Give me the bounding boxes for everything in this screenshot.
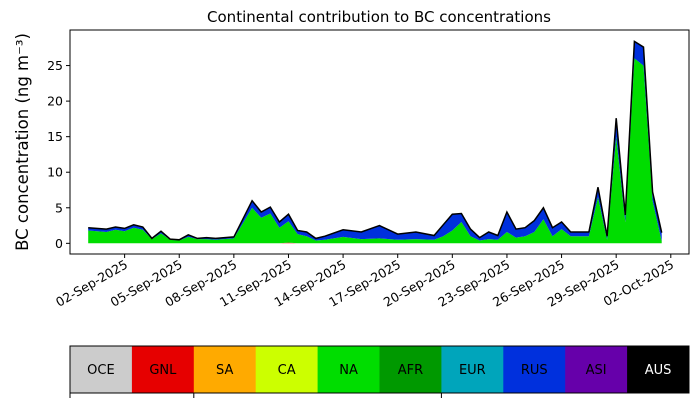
y-tick-label: 25 [47,58,63,73]
legend-label-ca: CA [278,363,296,378]
legend-swatch-rus [503,346,566,393]
y-tick-label: 15 [47,129,63,144]
legend-swatch-aus [627,346,690,393]
legend-swatch-eur [441,346,504,393]
legend-label-sa: SA [216,363,233,378]
legend-label-oce: OCE [87,363,115,378]
legend-swatch-afr [379,346,442,393]
legend-swatch-oce [70,346,133,393]
y-tick-label: 10 [47,165,63,180]
y-axis-label: BC concentration (ng m⁻³) [13,33,32,251]
total-line [88,40,663,241]
legend-swatch-gnl [131,346,195,393]
legend-swatch-asi [565,346,628,393]
plot-frame [69,29,690,255]
y-tick-label: 20 [47,94,63,109]
y-tick-label: 0 [55,236,63,251]
x-axis: 02-Sep-202505-Sep-202508-Sep-202511-Sep-… [53,254,676,310]
chart-title: Continental contribution to BC concentra… [207,8,551,26]
legend-swatch-na [317,346,380,393]
legend-frame [69,345,690,394]
legend-label-gnl: GNL [149,363,177,378]
y-tick-label: 5 [55,200,63,215]
plot-area [69,29,690,255]
y-axis: 0 5 10 15 20 25 [47,58,70,251]
legend-label-afr: AFR [398,363,423,378]
legend-label-eur: EUR [459,363,486,378]
legend-label-rus: RUS [521,363,548,378]
area-na [88,58,662,244]
legend-label-aus: AUS [645,363,672,378]
legend-label-asi: ASI [586,363,607,378]
area-rus [88,41,662,242]
legend-swatch-ca [255,346,319,393]
legend-swatch-sa [193,346,257,393]
legend: OCE GNL SA CA NA AFR EUR RUS ASI AUS [69,345,690,398]
legend-label-na: NA [339,363,358,378]
